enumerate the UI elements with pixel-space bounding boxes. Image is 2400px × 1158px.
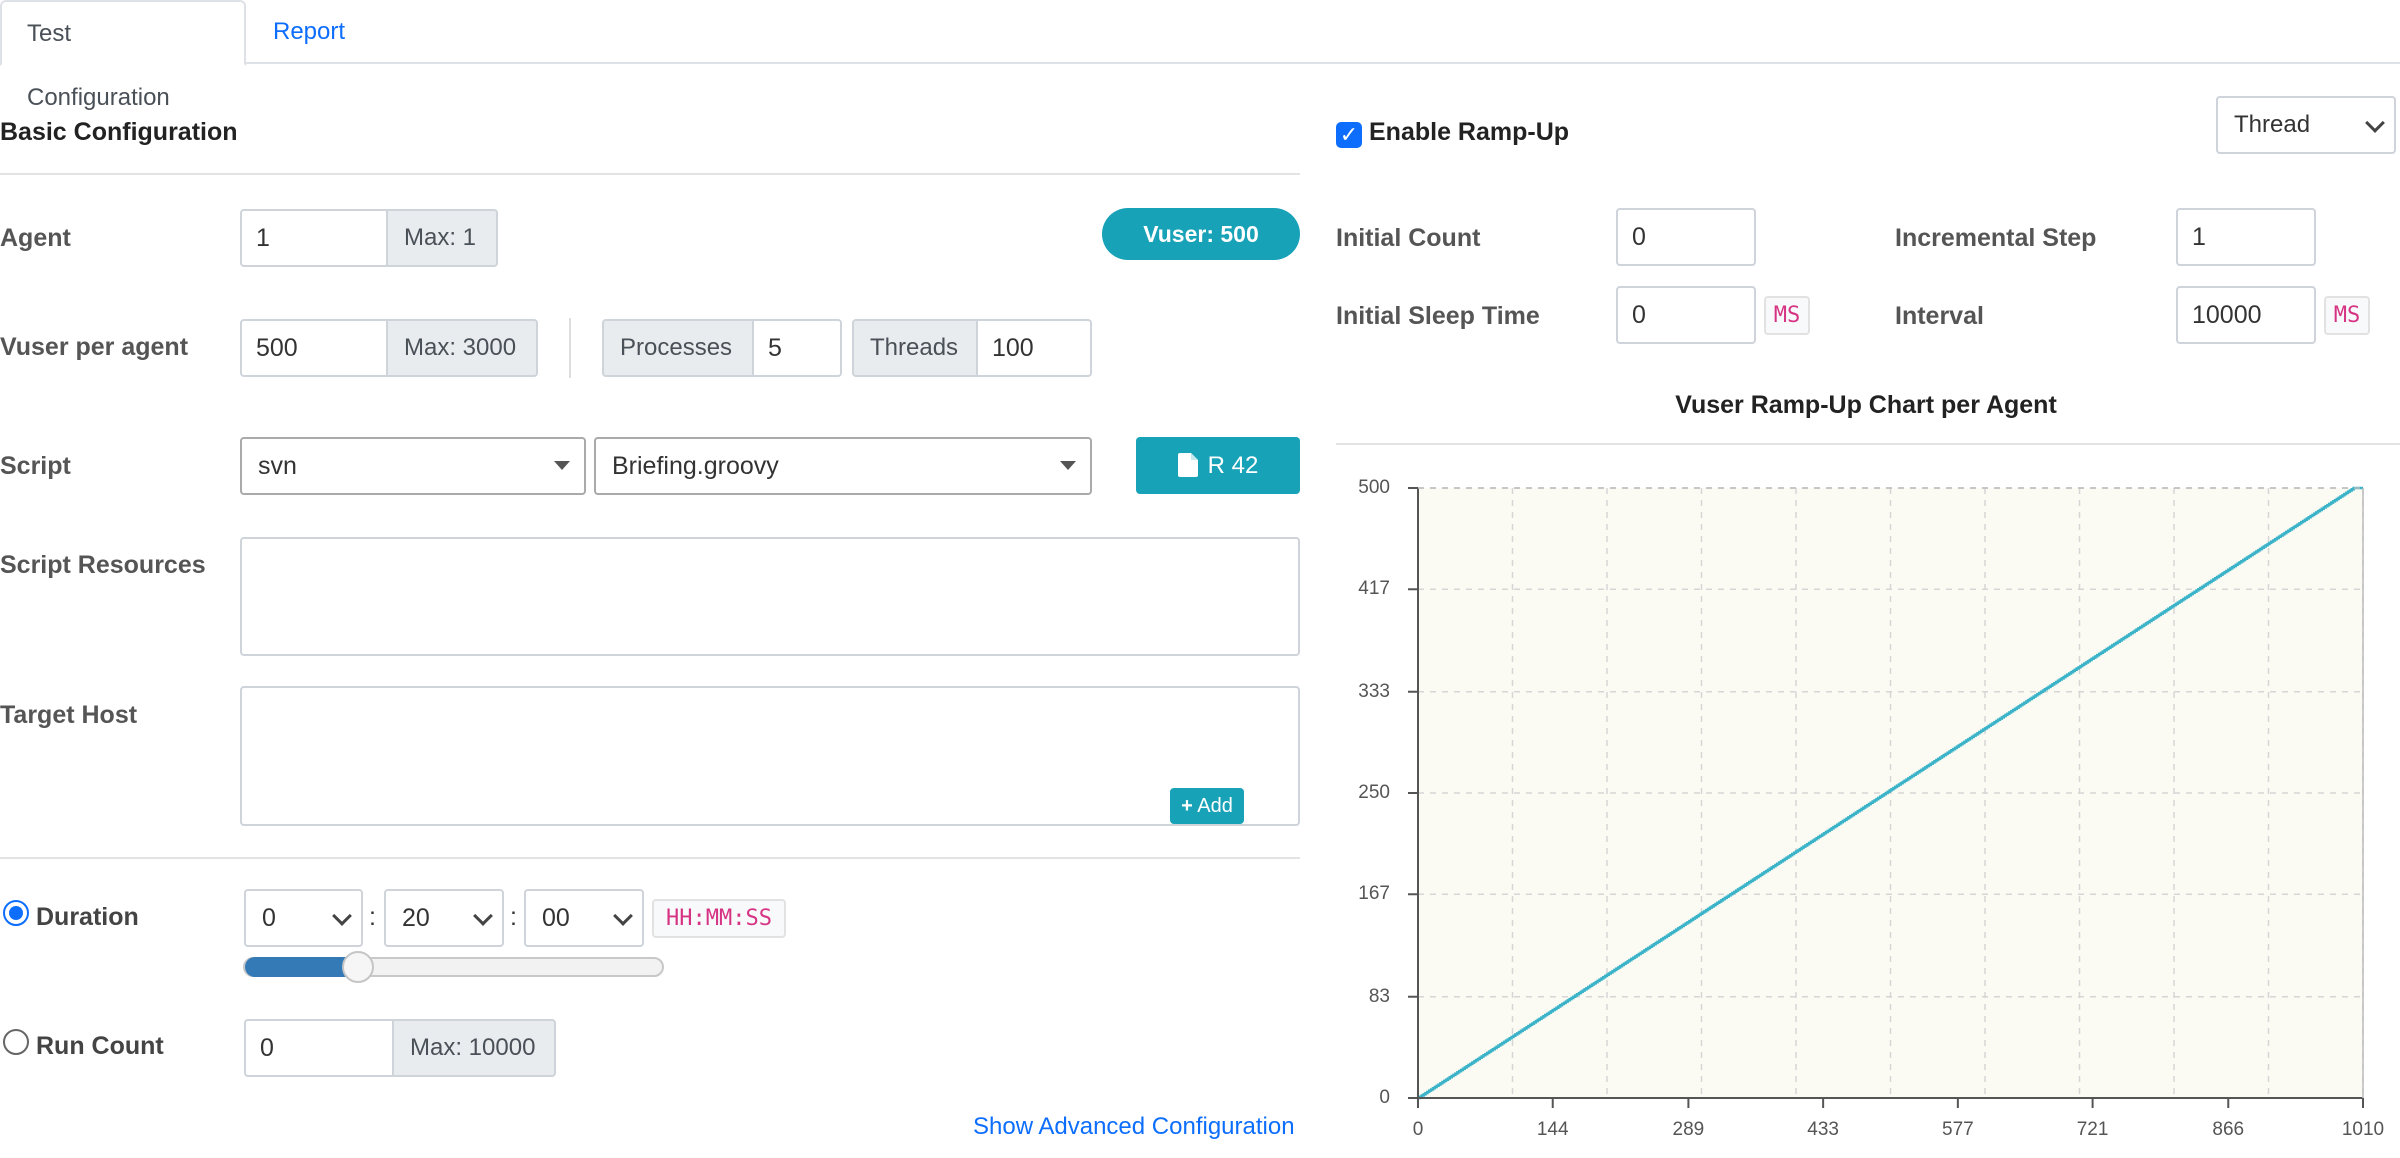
initial-count-label: Initial Count (1336, 224, 1481, 252)
time-separator: : (510, 903, 517, 931)
check-icon: ✓ (1339, 122, 1359, 147)
duration-label: Duration (36, 903, 139, 931)
script-repo-value: svn (258, 452, 297, 480)
vuser-per-agent-input[interactable]: 500 (240, 319, 388, 377)
threads-input[interactable]: 100 (976, 319, 1092, 377)
file-icon (1177, 453, 1198, 477)
chevron-down-icon (473, 906, 493, 926)
script-repo-select[interactable]: svn (240, 437, 586, 495)
y-tick-label: 417 (1358, 578, 1390, 600)
y-tick-label: 500 (1358, 477, 1390, 498)
chevron-down-icon (332, 906, 352, 926)
script-file-value: Briefing.groovy (612, 452, 779, 480)
duration-seconds-value: 00 (542, 904, 570, 932)
caret-down-icon (1060, 461, 1076, 470)
agent-max: Max: 1 (386, 209, 498, 267)
target-host-box[interactable] (240, 686, 1300, 826)
add-host-label: Add (1197, 795, 1233, 817)
script-resources-box[interactable] (240, 537, 1300, 656)
script-resources-label: Script Resources (0, 551, 206, 579)
target-host-label: Target Host (0, 701, 138, 729)
rampup-type-value: Thread (2234, 111, 2311, 138)
y-tick-label: 0 (1379, 1087, 1390, 1108)
duration-minutes-select[interactable]: 20 (384, 889, 504, 947)
processes-label: Processes (602, 319, 754, 377)
vuser-per-agent-max: Max: 3000 (386, 319, 538, 377)
chart-title: Vuser Ramp-Up Chart per Agent (1675, 391, 2057, 419)
show-advanced-link[interactable]: Show Advanced Configuration (973, 1113, 1295, 1140)
script-revision-label: R 42 (1207, 452, 1259, 479)
duration-hours-select[interactable]: 0 (244, 889, 363, 947)
script-label: Script (0, 452, 71, 480)
add-host-button[interactable]: + Add (1170, 788, 1244, 824)
incremental-step-label: Incremental Step (1895, 224, 2097, 252)
initial-count-input[interactable]: 0 (1616, 208, 1756, 266)
script-file-select[interactable]: Briefing.groovy (594, 437, 1092, 495)
x-tick-label: 577 (1942, 1119, 1974, 1140)
run-count-label: Run Count (36, 1032, 164, 1060)
y-tick-label: 333 (1358, 680, 1390, 702)
run-count-input[interactable]: 0 (244, 1019, 394, 1077)
divider (0, 173, 1300, 175)
x-tick-label: 433 (1807, 1119, 1839, 1140)
duration-slider-handle[interactable] (341, 951, 374, 983)
duration-radio[interactable] (3, 900, 29, 926)
agent-input[interactable]: 1 (240, 209, 388, 267)
basic-config-title: Basic Configuration (0, 118, 238, 146)
interval-input[interactable]: 10000 (2176, 286, 2316, 344)
y-tick-label: 167 (1358, 883, 1390, 905)
enable-rampup-checkbox[interactable]: ✓ (1336, 122, 1362, 148)
chevron-down-icon (613, 906, 633, 926)
incremental-step-input[interactable]: 1 (2176, 208, 2316, 266)
vuser-badge: Vuser: 500 (1102, 208, 1300, 260)
y-tick-label: 83 (1368, 985, 1390, 1007)
chart-series-line (1418, 486, 2363, 1100)
run-count-radio[interactable] (3, 1029, 29, 1055)
duration-seconds-select[interactable]: 00 (524, 889, 644, 947)
x-tick-label: 1010 (2341, 1119, 2385, 1140)
duration-hours-value: 0 (262, 904, 276, 932)
processes-input[interactable]: 5 (752, 319, 842, 377)
tab-bar: Test Configuration Report (0, 0, 2400, 111)
rampup-chart (1408, 486, 2364, 1108)
interval-unit: MS (2324, 296, 2370, 335)
duration-format: HH:MM:SS (652, 899, 786, 938)
initial-sleep-time-label: Initial Sleep Time (1336, 302, 1540, 330)
interval-label: Interval (1895, 302, 1984, 330)
x-tick-label: 866 (2212, 1119, 2245, 1140)
x-tick-label: 289 (1672, 1119, 1705, 1140)
tab-test-configuration[interactable]: Test Configuration (0, 0, 246, 111)
enable-rampup-label: Enable Ramp-Up (1369, 118, 1570, 146)
x-tick-label: 0 (1412, 1119, 1424, 1140)
divider (0, 857, 1300, 859)
y-tick-label: 250 (1358, 782, 1390, 803)
threads-label: Threads (852, 319, 978, 377)
chart-axes (1408, 487, 2364, 1108)
caret-down-icon (554, 461, 570, 470)
initial-sleep-time-input[interactable]: 0 (1616, 286, 1756, 344)
vuser-per-agent-label: Vuser per agent (0, 333, 189, 361)
plus-icon: + (1181, 795, 1193, 817)
x-tick-label: 144 (1536, 1119, 1569, 1140)
run-count-max: Max: 10000 (392, 1019, 556, 1077)
script-revision-button[interactable]: R 42 (1136, 437, 1300, 494)
duration-minutes-value: 20 (402, 904, 430, 932)
time-separator: : (369, 903, 376, 931)
tab-report[interactable]: Report (273, 18, 346, 45)
sleep-unit: MS (1764, 296, 1810, 335)
chevron-down-icon (2365, 113, 2385, 133)
agent-label: Agent (0, 224, 71, 252)
x-tick-label: 721 (2076, 1119, 2109, 1140)
separator (569, 318, 571, 378)
duration-slider-fill (245, 957, 358, 977)
rampup-type-select[interactable]: Thread (2216, 96, 2396, 154)
divider (1336, 443, 2400, 445)
